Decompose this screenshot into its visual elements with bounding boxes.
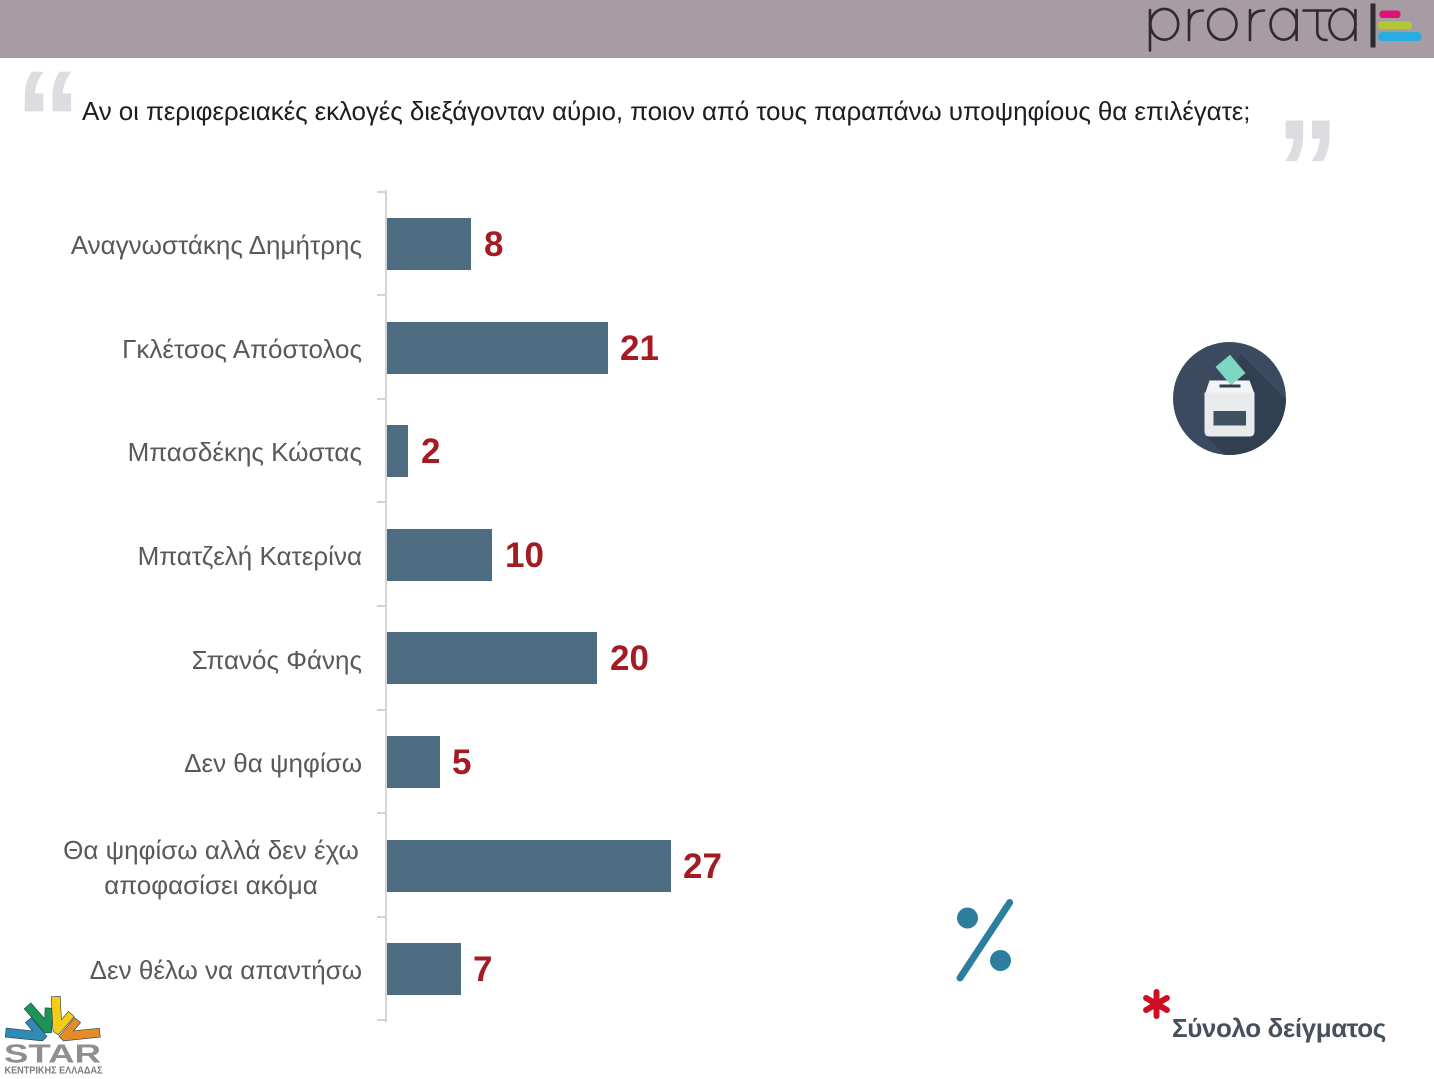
svg-text:ΚΕΝΤΡΙΚΗΣ ΕΛΛΑΔΑΣ: ΚΕΝΤΡΙΚΗΣ ΕΛΛΑΔΑΣ [5, 1065, 103, 1077]
svg-text:STAR: STAR [4, 1039, 101, 1069]
